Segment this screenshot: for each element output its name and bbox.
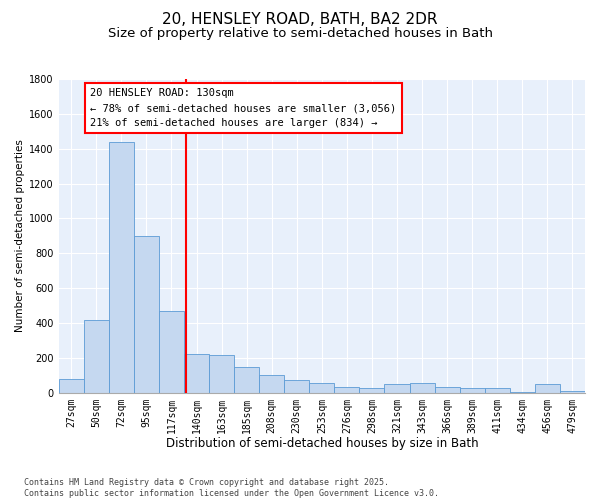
Bar <box>234 366 259 392</box>
Text: Size of property relative to semi-detached houses in Bath: Size of property relative to semi-detach… <box>107 28 493 40</box>
Text: 20 HENSLEY ROAD: 130sqm
← 78% of semi-detached houses are smaller (3,056)
21% of: 20 HENSLEY ROAD: 130sqm ← 78% of semi-de… <box>90 88 397 128</box>
Y-axis label: Number of semi-detached properties: Number of semi-detached properties <box>15 140 25 332</box>
Bar <box>535 384 560 392</box>
Bar <box>284 380 309 392</box>
Bar <box>560 391 585 392</box>
Bar <box>334 386 359 392</box>
Bar <box>184 354 209 393</box>
Bar <box>309 383 334 392</box>
X-axis label: Distribution of semi-detached houses by size in Bath: Distribution of semi-detached houses by … <box>166 437 478 450</box>
Bar <box>385 384 410 392</box>
Text: Contains HM Land Registry data © Crown copyright and database right 2025.
Contai: Contains HM Land Registry data © Crown c… <box>24 478 439 498</box>
Bar <box>159 311 184 392</box>
Bar <box>434 386 460 392</box>
Bar <box>485 388 510 392</box>
Bar <box>359 388 385 392</box>
Bar <box>209 355 234 393</box>
Bar <box>410 383 434 392</box>
Bar <box>460 388 485 392</box>
Bar <box>59 379 84 392</box>
Bar <box>259 376 284 392</box>
Bar <box>134 236 159 392</box>
Bar <box>109 142 134 392</box>
Bar <box>84 320 109 392</box>
Text: 20, HENSLEY ROAD, BATH, BA2 2DR: 20, HENSLEY ROAD, BATH, BA2 2DR <box>162 12 438 28</box>
